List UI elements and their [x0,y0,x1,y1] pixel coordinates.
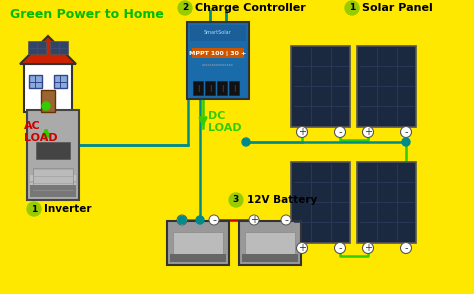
Text: +: + [298,243,306,253]
Bar [242,254,298,262]
Text: +: + [298,127,306,137]
Text: +: + [178,215,186,225]
Text: Charge Controller: Charge Controller [195,3,306,13]
FancyBboxPatch shape [292,46,350,126]
Bar [190,25,246,41]
Text: Inverter: Inverter [44,204,91,214]
Circle shape [249,215,259,225]
Bar [170,254,226,262]
Circle shape [209,215,219,225]
Bar [29,75,42,88]
Bar [28,41,46,54]
Text: Solar Panel: Solar Panel [362,3,433,13]
Bar [30,191,76,197]
Text: -: - [284,215,288,225]
Bar [250,217,258,222]
Bar [210,217,218,222]
Text: MPPT 100 | 30 +: MPPT 100 | 30 + [190,51,246,56]
Text: 1: 1 [349,4,355,13]
Circle shape [242,138,250,146]
Bar [33,168,73,190]
Circle shape [177,215,187,225]
Text: -: - [404,243,408,253]
Circle shape [335,126,346,138]
Text: |: | [221,84,223,91]
Text: SmartSolar: SmartSolar [204,29,232,34]
Circle shape [297,243,308,253]
Text: +: + [250,215,258,225]
Text: -: - [338,243,342,253]
Text: 1: 1 [31,205,37,213]
Bar [192,48,244,58]
Bar [54,75,67,88]
Circle shape [402,138,410,146]
Text: |: | [233,84,235,91]
Text: 3: 3 [233,196,239,205]
Text: +: + [364,243,372,253]
Circle shape [178,216,186,224]
Text: |: | [197,84,199,91]
Circle shape [297,126,308,138]
Circle shape [335,243,346,253]
Circle shape [401,243,411,253]
Text: |: | [209,84,211,91]
Text: -: - [212,215,216,225]
Text: DC
LOAD: DC LOAD [208,111,242,133]
Polygon shape [20,36,76,64]
Bar [30,175,76,181]
Circle shape [27,202,41,216]
FancyBboxPatch shape [292,161,350,243]
Bar [30,185,76,197]
Circle shape [363,243,374,253]
Circle shape [196,216,204,224]
FancyBboxPatch shape [187,22,249,99]
Circle shape [401,126,411,138]
Circle shape [281,215,291,225]
Text: +: + [364,127,372,137]
Text: -: - [338,127,342,137]
Bar [173,232,223,259]
Bar [229,81,239,95]
Bar [36,142,70,159]
Text: AC
LOAD: AC LOAD [24,121,58,143]
FancyBboxPatch shape [239,221,301,265]
Circle shape [178,1,192,15]
Bar [217,81,227,95]
Circle shape [229,193,243,207]
FancyBboxPatch shape [357,161,417,243]
FancyBboxPatch shape [357,46,417,126]
Bar [193,81,203,95]
Bar [178,217,186,222]
Bar [205,81,215,95]
Bar [50,41,68,54]
FancyBboxPatch shape [27,110,79,200]
Text: 2: 2 [182,4,188,13]
Bar [282,217,290,222]
Circle shape [42,102,50,110]
Bar [30,183,76,189]
Circle shape [363,126,374,138]
Bar [245,232,295,259]
Bar [41,90,55,112]
Text: 12V Battery: 12V Battery [247,195,317,205]
FancyBboxPatch shape [167,221,229,265]
Text: -: - [404,127,408,137]
Text: xxxxxxxxxxxxxxx: xxxxxxxxxxxxxxx [202,63,234,67]
Bar [24,64,72,112]
Circle shape [345,1,359,15]
Text: Green Power to Home: Green Power to Home [10,8,164,21]
